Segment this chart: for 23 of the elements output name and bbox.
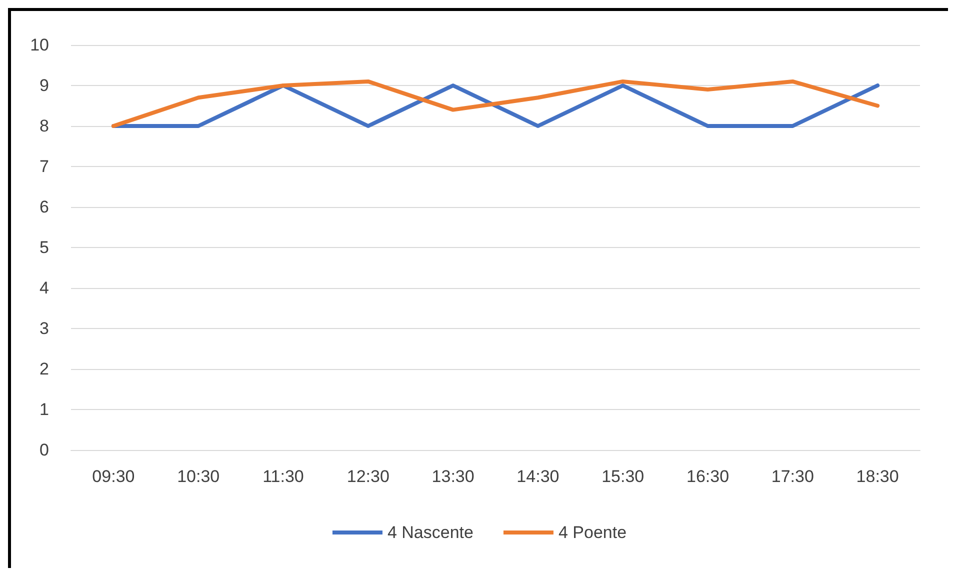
- x-tick-label: 10:30: [177, 467, 220, 486]
- y-tick-label: 1: [40, 400, 49, 419]
- x-tick-label: 09:30: [92, 467, 135, 486]
- x-tick-label: 11:30: [262, 467, 304, 486]
- y-tick-label: 5: [40, 238, 49, 257]
- x-tick-label: 13:30: [432, 467, 474, 486]
- x-tick-label: 12:30: [346, 467, 390, 486]
- y-tick-label: 6: [40, 198, 49, 216]
- y-tick-label: 8: [40, 116, 49, 136]
- y-tick-label: 7: [40, 157, 49, 176]
- x-tick-label: 17:30: [771, 467, 814, 486]
- legend-label: 4 Poente: [558, 523, 627, 542]
- x-tick-label: 18:30: [856, 467, 899, 486]
- x-tick-label: 16:30: [686, 467, 730, 486]
- y-tick-label: 0: [40, 440, 49, 460]
- y-tick-label: 2: [40, 360, 49, 378]
- x-tick-label: 14:30: [516, 467, 560, 486]
- y-tick-label: 10: [30, 36, 49, 54]
- legend-label: 4 Nascente: [387, 523, 474, 542]
- y-tick-label: 3: [40, 319, 49, 338]
- x-tick-label: 15:30: [602, 467, 644, 486]
- y-tick-label: 4: [40, 278, 49, 298]
- y-tick-label: 9: [40, 76, 49, 95]
